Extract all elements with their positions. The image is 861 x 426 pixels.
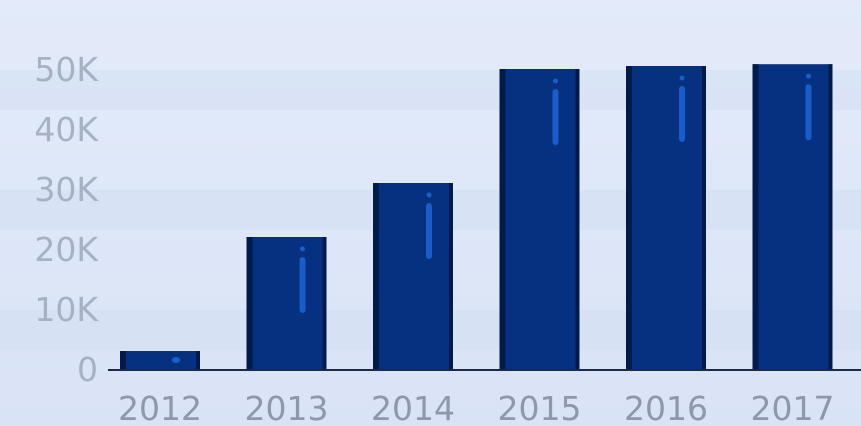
bar-highlight	[172, 357, 180, 363]
bar-highlight-dot	[553, 78, 558, 84]
bar-highlight	[805, 84, 812, 141]
bar-highlight-dot	[806, 73, 811, 79]
bar-body	[752, 64, 833, 369]
bar-body	[626, 66, 706, 369]
bar-body	[120, 351, 200, 369]
bar-edge-left	[752, 64, 759, 369]
bar	[499, 69, 580, 369]
bar	[626, 66, 706, 369]
bar-edge-left	[499, 69, 506, 369]
bar-highlight	[426, 203, 432, 259]
y-tick-label: 10K	[34, 290, 99, 329]
bar	[246, 237, 327, 369]
bar-highlight-dot	[426, 192, 432, 198]
bar-edge-right	[322, 237, 327, 369]
bar	[373, 183, 453, 369]
bar-body	[246, 237, 327, 369]
bar-edge-left	[246, 237, 253, 369]
x-tick-label: 2013	[245, 389, 329, 426]
y-axis-ticks: 0 10K 20K 30K 40K 50K	[34, 50, 99, 389]
bar-edge-left	[626, 66, 632, 369]
bars	[120, 64, 833, 369]
y-tick-label: 0	[77, 350, 98, 389]
x-tick-label: 2014	[371, 389, 455, 426]
y-tick-label: 30K	[34, 170, 99, 209]
bar	[120, 351, 200, 369]
x-axis-labels: 2012 2013 2014 2015 2016 2017	[118, 389, 834, 426]
y-tick-label: 40K	[34, 110, 99, 149]
bar-highlight	[679, 86, 685, 142]
bar-edge-right	[196, 351, 200, 369]
bar-edge-left	[120, 351, 126, 369]
bar-edge-left	[373, 183, 379, 369]
bar-body	[499, 69, 580, 369]
x-tick-label: 2012	[118, 389, 202, 426]
bar-edge-right	[702, 66, 706, 369]
bar-edge-right	[828, 64, 833, 369]
bar-highlight	[299, 257, 306, 313]
y-tick-label: 50K	[34, 50, 99, 89]
bar-highlight-dot	[300, 246, 305, 252]
background-band	[0, 70, 861, 110]
bar-highlight	[552, 89, 559, 145]
bar-highlight-dot	[679, 75, 685, 81]
y-tick-label: 20K	[34, 230, 99, 269]
bar	[752, 64, 833, 369]
x-tick-label: 2016	[624, 389, 708, 426]
bar-body	[373, 183, 453, 369]
x-tick-label: 2017	[751, 389, 835, 426]
x-tick-label: 2015	[498, 389, 582, 426]
bar-edge-right	[575, 69, 580, 369]
bar-edge-right	[449, 183, 453, 369]
